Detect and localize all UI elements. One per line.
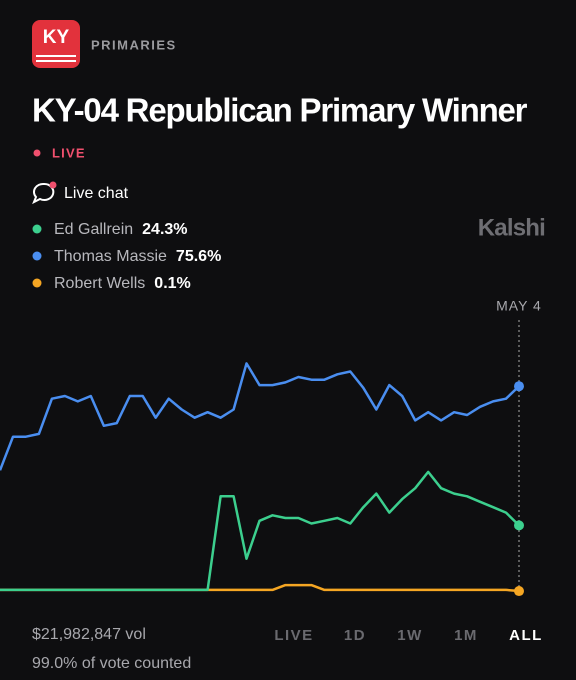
range-button[interactable]: 1D [344, 627, 366, 644]
live-status: LIVE [52, 145, 86, 160]
volume: $21,982,847 vol [32, 626, 146, 643]
plot: MAY 4 [0, 298, 542, 597]
end-marker [514, 381, 524, 392]
logo-text: KY [43, 27, 70, 48]
brand: Kalshi [478, 214, 545, 241]
end-marker [514, 520, 524, 531]
title: KY-04 Republican Primary Winner [32, 92, 528, 129]
legend-dot [32, 251, 42, 261]
series-line [0, 362, 520, 471]
end-marker [514, 586, 524, 597]
legend-value: 24.3% [142, 221, 187, 238]
legend: Ed Gallrein 24.3% Thomas Massie 75.6% Robert… [32, 221, 221, 292]
legend-name: Ed Gallrein [54, 221, 133, 238]
range-button[interactable]: LIVE [274, 627, 313, 644]
range-selector: LIVE 1D 1W 1M ALL [274, 627, 543, 644]
legend-value: 0.1% [154, 275, 190, 292]
chat-badge [49, 181, 57, 189]
chat-link[interactable]: Live chat [64, 185, 129, 202]
legend-value: 75.6% [176, 248, 221, 265]
range-button[interactable]: ALL [509, 627, 543, 644]
range-button[interactable]: 1M [454, 627, 478, 644]
legend-name: Thomas Massie [54, 248, 167, 265]
series-line [0, 470, 520, 592]
legend-dot [32, 224, 42, 234]
x-tick-label: MAY 4 [496, 298, 542, 314]
range-button[interactable]: 1W [397, 627, 423, 644]
section-label[interactable]: PRIMARIES [91, 37, 177, 52]
legend-name: Robert Wells [54, 275, 145, 292]
vote-counted: 99.0% of vote counted [32, 655, 191, 672]
live-dot [33, 149, 41, 157]
legend-dot [32, 278, 42, 288]
